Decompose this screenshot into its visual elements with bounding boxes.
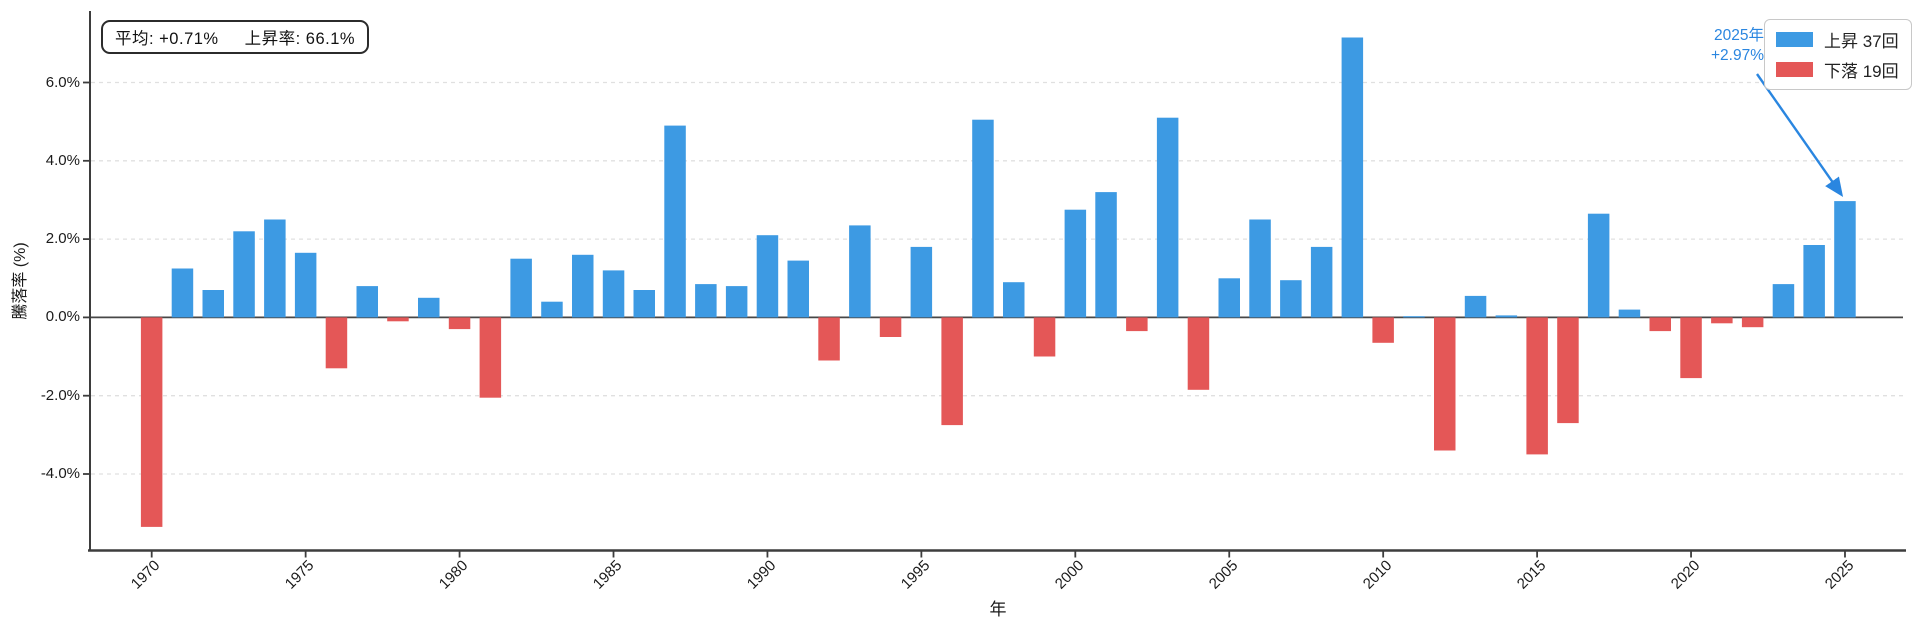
y-tick-label-2: 2.0% (45, 230, 80, 248)
bar-1979 (418, 297, 440, 318)
bar-2017 (1587, 213, 1610, 318)
bar-1997 (972, 119, 994, 318)
bar-2020 (1680, 317, 1702, 379)
bar-1999 (1033, 317, 1056, 357)
annotation-year: 2025年 (1714, 27, 1764, 44)
bar-1987 (664, 125, 686, 318)
legend-item-up: 上昇 37回 (1776, 27, 1899, 52)
bar-2019 (1649, 317, 1671, 332)
bar-2022 (1741, 317, 1764, 328)
bar-2006 (1249, 219, 1271, 318)
bar-2021 (1711, 317, 1733, 324)
bar-1972 (202, 290, 224, 318)
bar-1993 (849, 225, 871, 318)
x-axis-title: 年 (989, 600, 1007, 619)
bar-1971 (171, 268, 194, 318)
bar-1994 (879, 317, 902, 337)
bar-2013 (1464, 295, 1487, 318)
bar-2003 (1156, 117, 1179, 318)
bar-2000 (1064, 209, 1087, 318)
bar-2011 (1403, 316, 1425, 318)
bar-1977 (356, 286, 378, 318)
bar-2015 (1526, 317, 1548, 455)
bar-1980 (448, 317, 471, 330)
legend: 上昇 37回 下落 19回 (1764, 19, 1912, 90)
bar-2012 (1434, 317, 1456, 451)
bar-2010 (1372, 317, 1394, 343)
legend-label-down: 下落 19回 (1824, 62, 1899, 81)
legend-swatch-down-icon (1776, 62, 1813, 77)
y-tick-label-0: 0.0% (45, 308, 80, 326)
bar-2008 (1310, 246, 1333, 318)
y-tick-label--2: -2.0% (40, 386, 80, 404)
bar-1978 (387, 317, 409, 322)
bar-1983 (541, 301, 563, 318)
stats-average: 平均: +0.71% (115, 30, 219, 48)
bar-1981 (479, 317, 502, 398)
bar-2002 (1126, 317, 1148, 332)
annotation-value: +2.97% (1710, 47, 1764, 64)
bar-1989 (725, 286, 748, 318)
legend-item-down: 下落 19回 (1776, 57, 1899, 82)
annotation-arrow (1756, 73, 1844, 198)
bar-2025 (1834, 201, 1856, 318)
bar-2009 (1341, 37, 1364, 318)
bar-1988 (695, 284, 717, 318)
bar-1984 (572, 254, 594, 318)
bar-1970 (140, 317, 163, 527)
y-tick-label--4: -4.0% (40, 465, 80, 482)
bar-2007 (1280, 280, 1302, 318)
bar-1995 (910, 246, 933, 318)
stats-win-rate: 上昇率: 66.1% (244, 30, 356, 48)
stats-box: 平均: +0.71% 上昇率: 66.1% (101, 20, 370, 54)
legend-label-up: 上昇 37回 (1824, 32, 1899, 51)
y-tick-label-4: 4.0% (45, 151, 80, 169)
bar-1996 (941, 317, 963, 426)
bar-1973 (233, 231, 255, 318)
bar-1985 (602, 270, 625, 318)
bar-1990 (756, 235, 779, 318)
bar-2016 (1557, 317, 1579, 424)
legend-swatch-up-icon (1776, 32, 1813, 47)
bar-2018 (1618, 309, 1641, 318)
bar-2001 (1095, 192, 1117, 318)
bar-1974 (264, 219, 286, 318)
bar-2004 (1187, 317, 1210, 390)
annotation-2025: 2025年 +2.97% (1711, 26, 1764, 66)
bar-1998 (1003, 282, 1025, 318)
y-tick-label-6: 6.0% (45, 73, 80, 91)
bar-2023 (1772, 284, 1795, 318)
bar-1982 (510, 258, 532, 318)
bar-2024 (1803, 245, 1825, 318)
bar-2005 (1218, 278, 1240, 318)
bar-1975 (294, 252, 317, 318)
bar-2014 (1495, 315, 1518, 318)
bar-1976 (325, 317, 348, 369)
bar-1992 (818, 317, 840, 361)
bar-1991 (787, 260, 809, 318)
bar-1986 (633, 290, 655, 318)
